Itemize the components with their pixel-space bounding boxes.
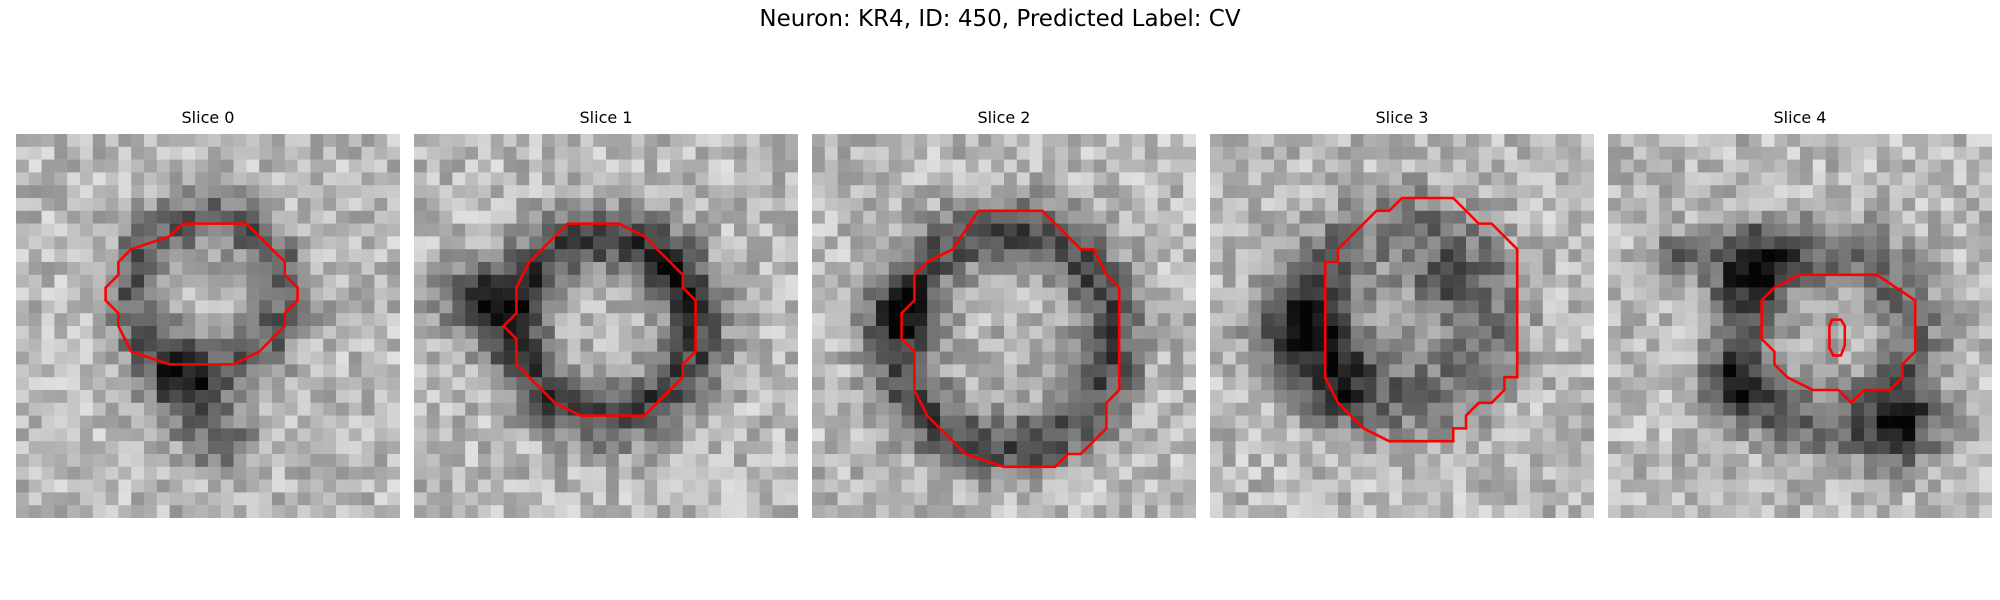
slice-4-title: Slice 4 bbox=[1773, 108, 1827, 127]
slice-2-title: Slice 2 bbox=[977, 108, 1031, 127]
figure-title: Neuron: KR4, ID: 450, Predicted Label: C… bbox=[759, 6, 1241, 32]
slice-4-image bbox=[1608, 134, 1992, 518]
slice-0-title: Slice 0 bbox=[181, 108, 235, 127]
slice-2-image bbox=[812, 134, 1196, 518]
slice-3-svg bbox=[1210, 134, 1594, 518]
pixel-grid bbox=[1210, 134, 1594, 518]
segmentation-contour-0 bbox=[1323, 196, 1519, 443]
slice-0-svg bbox=[16, 134, 400, 518]
pixel-grid bbox=[16, 134, 400, 518]
pixel-grid bbox=[414, 134, 798, 518]
slice-2-svg bbox=[812, 134, 1196, 518]
segmentation-contour-0 bbox=[501, 222, 697, 417]
segmentation-contour-0 bbox=[1760, 273, 1917, 405]
slice-3-title: Slice 3 bbox=[1375, 108, 1429, 127]
slice-4-svg bbox=[1608, 134, 1992, 518]
segmentation-contour-0 bbox=[104, 222, 299, 366]
slice-1-title: Slice 1 bbox=[579, 108, 633, 127]
slice-0-image bbox=[16, 134, 400, 518]
pixel-grid bbox=[1608, 134, 1992, 518]
segmentation-contour-0 bbox=[900, 209, 1121, 469]
slice-1-svg bbox=[414, 134, 798, 518]
slice-1-image bbox=[414, 134, 798, 518]
slice-3-image bbox=[1210, 134, 1594, 518]
pixel-grid bbox=[812, 134, 1196, 518]
segmentation-contour-1 bbox=[1828, 318, 1847, 357]
